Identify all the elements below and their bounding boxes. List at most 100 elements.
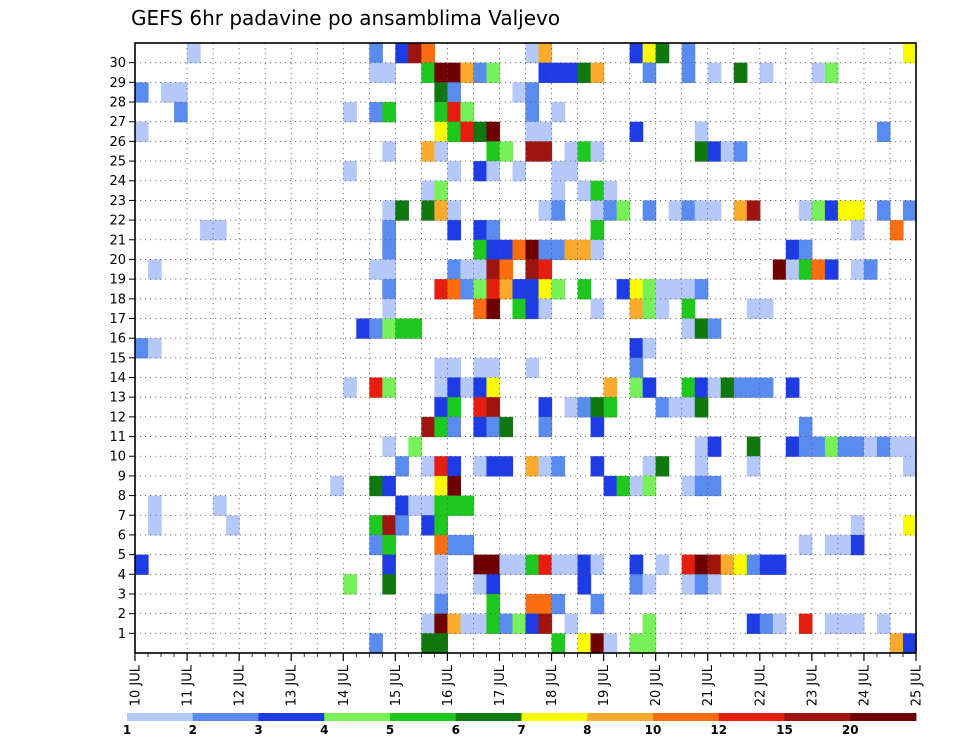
heatmap-cell xyxy=(343,574,357,595)
heatmap-cell xyxy=(486,574,501,595)
heatmap-cell xyxy=(395,43,409,64)
heatmap-cell xyxy=(538,613,553,634)
heatmap-cell xyxy=(187,43,201,64)
x-tick-label: 25 JUL xyxy=(910,664,925,706)
heatmap-cell xyxy=(135,121,149,142)
color-legend: 1 2 3 4 5 6 7 8 10 12 15 20 xyxy=(123,713,917,737)
heatmap-cell xyxy=(473,377,488,398)
heatmap-cell xyxy=(434,593,448,615)
heatmap-cell xyxy=(343,161,357,182)
heatmap-cell xyxy=(473,121,488,142)
y-tick-label: 26 xyxy=(109,135,126,150)
heatmap-cell xyxy=(148,338,162,359)
y-tick-label: 1 xyxy=(118,627,126,642)
heatmap-cell xyxy=(681,318,696,339)
heatmap-cell xyxy=(616,200,631,221)
heatmap-cell xyxy=(863,259,878,280)
heatmap-cell xyxy=(655,397,670,418)
heatmap-cell xyxy=(564,62,579,83)
heatmap-cell xyxy=(434,633,448,654)
heatmap-cell xyxy=(850,515,865,536)
heatmap-cell xyxy=(694,475,709,497)
heatmap-cell xyxy=(382,377,396,398)
heatmap-cell xyxy=(655,298,670,320)
heatmap-cell xyxy=(538,593,553,615)
heatmap-cell xyxy=(421,200,435,221)
heatmap-cell xyxy=(551,633,566,654)
heatmap-cell xyxy=(902,456,917,477)
heatmap-cell xyxy=(538,298,553,320)
heatmap-cell xyxy=(148,259,162,280)
heatmap-cell xyxy=(629,43,644,64)
heatmap-cell xyxy=(382,62,396,83)
heatmap-cell xyxy=(473,613,488,634)
heatmap-cell xyxy=(460,495,475,516)
heatmap-cell xyxy=(525,82,540,103)
heatmap-cell xyxy=(499,141,514,162)
heatmap-cell xyxy=(759,613,774,634)
legend-swatch xyxy=(127,713,194,721)
heatmap-cell xyxy=(863,436,878,457)
heatmap-cell xyxy=(772,613,787,634)
heatmap-cell xyxy=(538,259,553,280)
heatmap-cell xyxy=(590,554,605,575)
heatmap-cell xyxy=(577,397,592,418)
heatmap-cell xyxy=(811,200,826,221)
heatmap-cell xyxy=(525,259,540,280)
heatmap-cell xyxy=(876,436,891,457)
heatmap-cell xyxy=(369,515,383,536)
heatmap-cell xyxy=(538,200,553,221)
heatmap-cell xyxy=(434,82,448,103)
heatmap-cell xyxy=(447,82,462,103)
heatmap-cell xyxy=(512,298,527,320)
heatmap-cell xyxy=(538,279,553,300)
heatmap-cell xyxy=(577,279,592,300)
heatmap-cell xyxy=(434,554,448,575)
heatmap-cell xyxy=(564,161,579,182)
y-tick-label: 18 xyxy=(109,292,126,307)
x-tick-label: 18 JUL xyxy=(545,664,560,706)
heatmap-cell xyxy=(551,161,566,182)
heatmap-cell xyxy=(642,574,657,595)
y-tick-label: 5 xyxy=(118,548,126,563)
heatmap-cell xyxy=(447,220,462,241)
heatmap-cell xyxy=(577,239,592,261)
heatmap-cell xyxy=(590,593,605,615)
heatmap-cell xyxy=(629,338,644,359)
x-tick-label: 23 JUL xyxy=(805,664,820,706)
x-tick-label: 15 JUL xyxy=(389,664,404,706)
heatmap-cell xyxy=(460,377,475,398)
heatmap-cell xyxy=(447,534,462,556)
y-tick-label: 22 xyxy=(109,214,126,229)
heatmap-cell xyxy=(408,318,422,339)
heatmap-cell xyxy=(798,200,813,221)
heatmap-cell xyxy=(694,200,709,221)
heatmap-cell xyxy=(668,397,683,418)
heatmap-cell xyxy=(499,259,514,280)
y-tick-label: 2 xyxy=(118,607,126,622)
heatmap-cell xyxy=(577,180,592,202)
heatmap-cell xyxy=(447,495,462,516)
heatmap-cell xyxy=(473,397,488,418)
heatmap-cell xyxy=(525,279,540,300)
y-tick-label: 19 xyxy=(109,273,126,288)
heatmap-cell xyxy=(408,43,422,64)
heatmap-cell xyxy=(681,475,696,497)
heatmap-cell xyxy=(486,259,501,280)
heatmap-cell xyxy=(499,554,514,575)
heatmap-cell xyxy=(733,141,748,162)
heatmap-cell xyxy=(655,456,670,477)
x-tick-label: 20 JUL xyxy=(649,664,664,706)
heatmap-cell xyxy=(382,102,396,123)
heatmap-cell xyxy=(486,613,501,634)
heatmap-cell xyxy=(798,239,813,261)
heatmap-cell xyxy=(655,554,670,575)
heatmap-cell xyxy=(629,633,644,654)
heatmap-cell xyxy=(642,377,657,398)
heatmap-cell xyxy=(876,613,891,634)
heatmap-cell xyxy=(577,554,592,575)
heatmap-cell xyxy=(369,475,383,497)
y-tick-label: 13 xyxy=(109,391,126,406)
heatmap-cell xyxy=(135,554,149,575)
